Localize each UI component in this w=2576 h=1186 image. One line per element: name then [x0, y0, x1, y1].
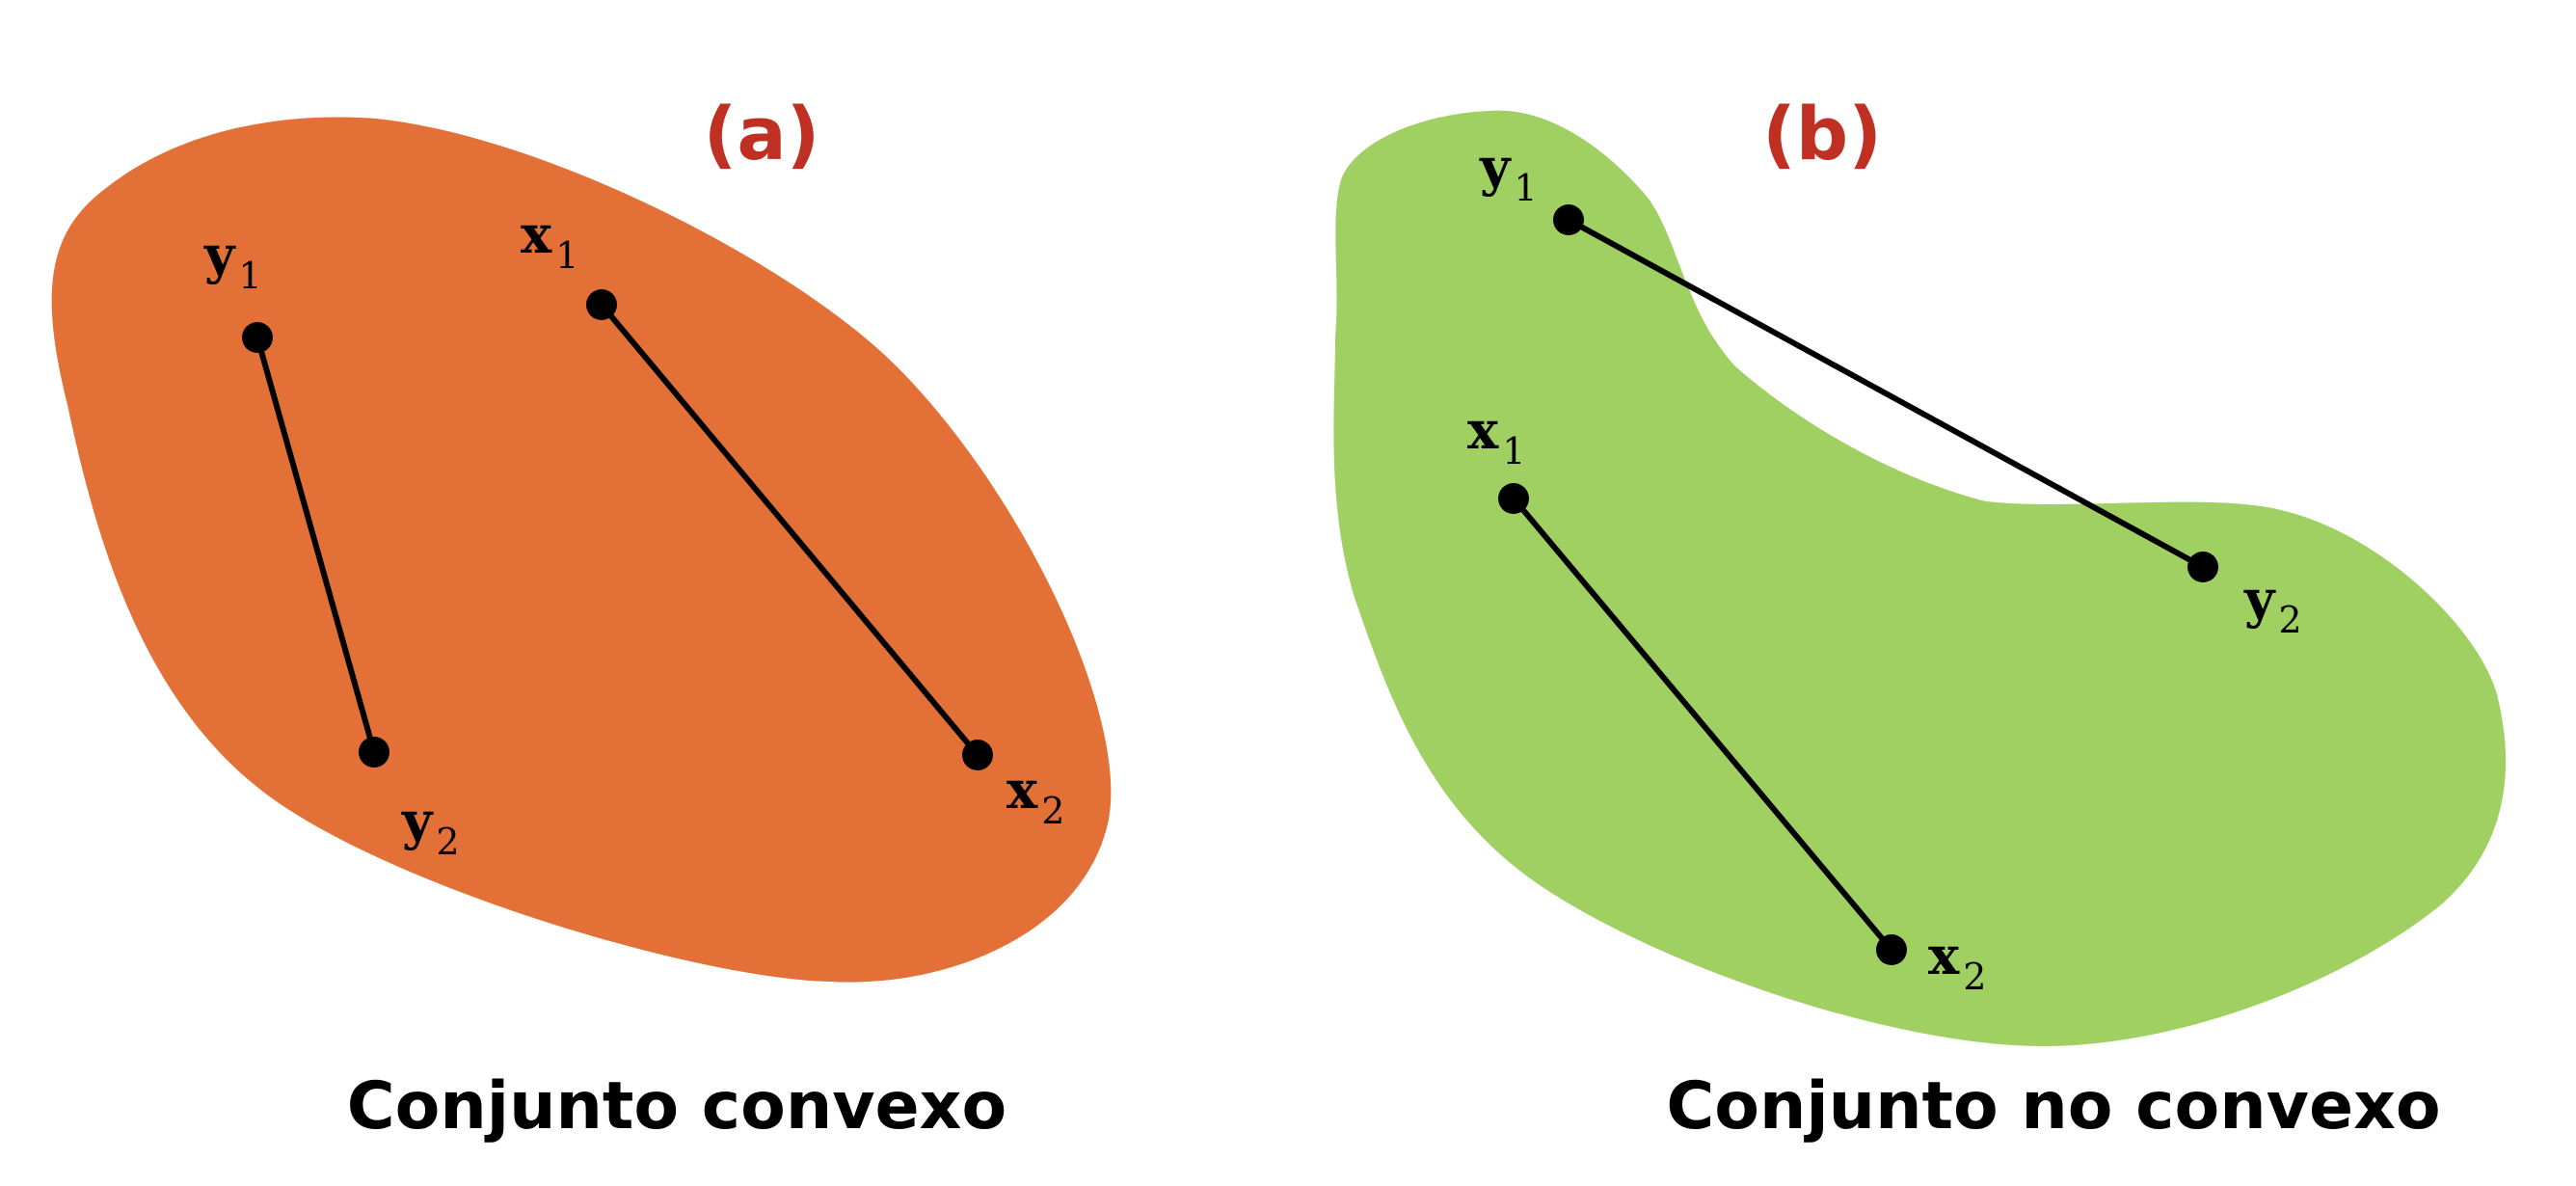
point-y2	[359, 737, 389, 768]
point-x1	[1498, 483, 1529, 514]
panel-b-tag: (b)	[1762, 91, 1882, 176]
point-y1	[242, 322, 273, 353]
point-y1	[1553, 204, 1584, 235]
point-x2	[962, 740, 993, 770]
segment-x1-x2	[599, 302, 980, 758]
segment-y1-y2	[1566, 217, 2206, 570]
segment-x1-x2	[1511, 496, 1894, 953]
point-y2	[2187, 552, 2218, 582]
point-x2	[1876, 934, 1907, 965]
segment-y1-y2	[255, 335, 377, 755]
point-x1	[586, 289, 617, 320]
convex-set-shape	[51, 117, 1112, 983]
panel-a-tag: (a)	[704, 91, 820, 176]
panel-a-caption: Conjunto convexo	[347, 1068, 1007, 1145]
nonconvex-set-shape	[1333, 110, 2507, 1047]
panel-b-caption: Conjunto no convexo	[1666, 1068, 2440, 1145]
